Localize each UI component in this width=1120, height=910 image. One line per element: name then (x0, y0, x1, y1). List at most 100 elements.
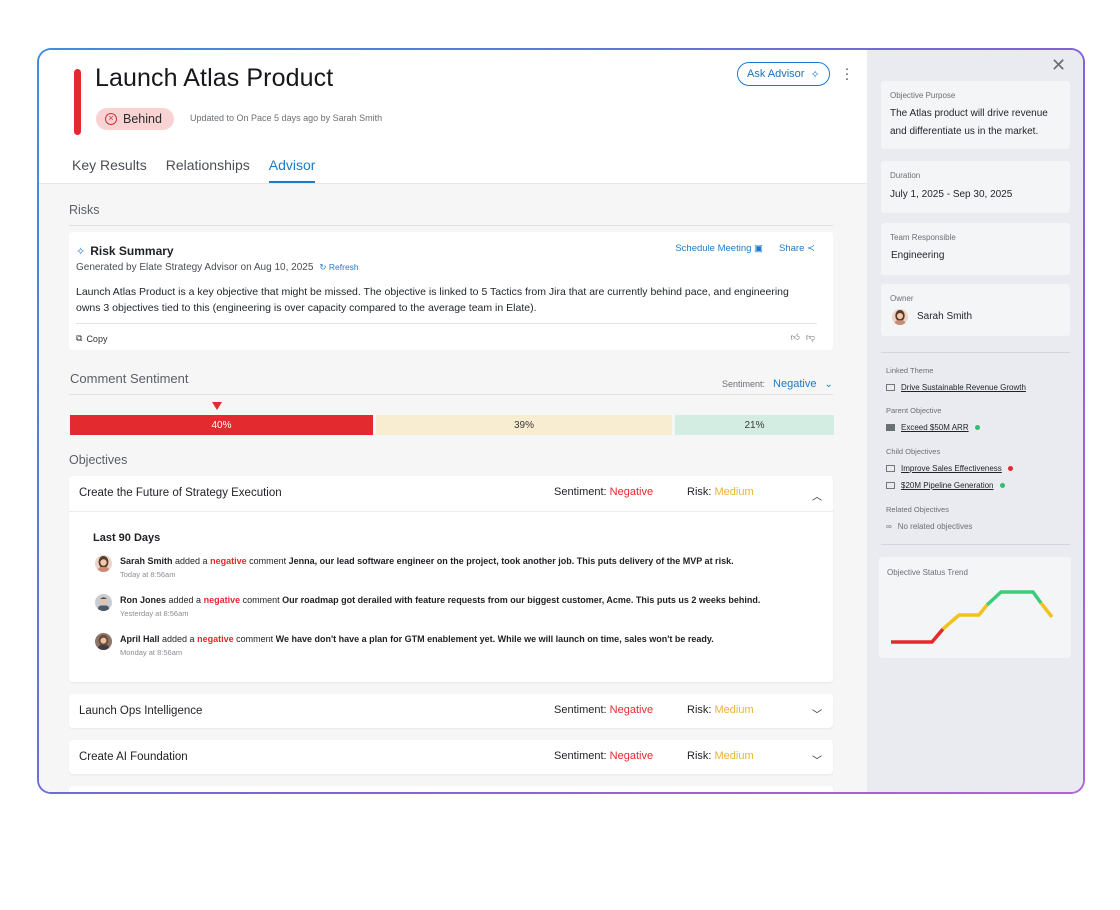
kebab-icon[interactable]: · · · (844, 60, 850, 87)
linked-theme-name: Drive Sustainable Revenue Growth (901, 383, 1026, 392)
close-icon[interactable]: ✕ (1051, 55, 1067, 75)
team-box: Team Responsible Engineering (881, 223, 1070, 275)
linked-theme-link[interactable]: Drive Sustainable Revenue Growth (886, 383, 1026, 392)
objective-name: Create the Future of Strategy Execution (79, 487, 282, 499)
comment-verb: added a (168, 595, 202, 605)
status-dot (1007, 466, 1013, 471)
parent-objective-link[interactable]: Exceed $50M ARR (886, 423, 980, 432)
purpose-label: Objective Purpose (890, 91, 956, 100)
sentiment-value: Negative (609, 704, 654, 716)
refresh-icon: ↻ (319, 262, 327, 272)
owner-box: Owner Sarah Smith (881, 284, 1070, 336)
objective-sentiment: Sentiment: Negative (554, 750, 653, 762)
risk-summary-card: ✧ Risk Summary Generated by Elate Strate… (69, 232, 833, 350)
divider (76, 323, 817, 324)
duration-value: July 1, 2025 - Sep 30, 2025 (890, 189, 1013, 200)
comment-sentiment: negative (210, 556, 247, 566)
tab-relationships[interactable]: Relationships (165, 157, 250, 173)
chevron-down-icon[interactable]: ﹀ (812, 756, 822, 767)
objective-sentiment: Sentiment: Negative (554, 486, 653, 498)
risk-value: Medium (714, 486, 754, 498)
period-label: Last 90 Days (93, 532, 161, 544)
parent-objective-name: Exceed $50M ARR (901, 423, 969, 432)
share-button[interactable]: Share ≺ (779, 243, 815, 254)
generated-by: Generated by Elate Strategy Advisor on A… (76, 262, 359, 273)
objective-details-sidebar: ✕ Objective Purpose The Atlas product wi… (867, 50, 1083, 792)
status-dot (974, 425, 980, 430)
comment-sentiment-label: Comment Sentiment (70, 371, 189, 386)
schedule-meeting-label: Schedule Meeting (675, 243, 752, 254)
objective-card: Create the Future of Strategy Execution … (69, 476, 833, 682)
copy-label: Copy (86, 333, 108, 344)
comment-text: Sarah Smith added a negative comment Jen… (120, 556, 734, 566)
avatar (95, 555, 112, 572)
sentiment-marker (212, 402, 222, 410)
purpose-text: The Atlas product will drive revenue and… (890, 108, 1048, 137)
child-objective-link[interactable]: $20M Pipeline Generation (886, 481, 1005, 490)
status-accent-bar (74, 69, 81, 135)
sentiment-dropdown[interactable]: Sentiment: Negative ⌄ (722, 378, 833, 390)
child-objective-name: Improve Sales Effectiveness (901, 464, 1002, 473)
risk-summary-title-row: ✧ Risk Summary (76, 244, 174, 258)
chevron-down-icon[interactable]: ﹀ (812, 710, 822, 721)
comment-body: Jenna, our lead software engineer on the… (288, 556, 734, 566)
sentiment-bar-segment: 40% (70, 415, 373, 435)
chevron-up-icon[interactable]: ︿ (812, 492, 822, 503)
objective-card-header[interactable]: Create AI Foundation Sentiment: Negative… (69, 740, 833, 774)
sparkle-icon: ✧ (76, 245, 86, 258)
theme-icon (886, 384, 895, 391)
comment-body: Our roadmap got derailed with feature re… (282, 595, 761, 605)
thumbs-up-icon[interactable]: 👍︎ (790, 332, 800, 342)
behind-x-icon: × (105, 113, 117, 125)
updated-text: Updated to On Pace 5 days ago by Sarah S… (190, 113, 383, 123)
status-trend-label: Objective Status Trend (887, 568, 968, 577)
refresh-button[interactable]: ↻ Refresh (319, 262, 358, 273)
divider (69, 394, 833, 395)
objective-name: Launch Ops Intelligence (79, 705, 203, 717)
avatar (892, 309, 908, 325)
comment-text: Ron Jones added a negative comment Our r… (120, 595, 760, 605)
tab-bar: Key Results Relationships Advisor (72, 157, 316, 183)
thumbs-down-icon[interactable]: 👎︎ (805, 332, 815, 342)
copy-button[interactable]: ⧉ Copy (76, 333, 107, 344)
sentiment-label: Sentiment: (554, 704, 607, 716)
schedule-meeting-button[interactable]: Schedule Meeting ▣ (675, 243, 763, 254)
comment-sentiment: negative (197, 634, 234, 644)
related-objectives: ∞ No related objectives (886, 522, 972, 531)
app-window-frame: Launch Atlas Product × Behind Updated to… (37, 48, 1085, 794)
calendar-icon: ▣ (754, 243, 764, 254)
risk-label: Risk: (687, 750, 712, 762)
comment-sentiment: negative (203, 595, 241, 605)
generated-by-text: Generated by Elate Strategy Advisor on A… (76, 262, 314, 273)
related-objectives-text: No related objectives (897, 522, 973, 531)
objective-icon (886, 424, 895, 431)
comment-body: We have don't have a plan for GTM enable… (275, 634, 714, 644)
objective-icon (886, 482, 895, 489)
objective-risk: Risk: Medium (687, 486, 754, 498)
duration-box: Duration July 1, 2025 - Sep 30, 2025 (881, 161, 1070, 213)
objective-card-header[interactable]: Launch Ops Intelligence Sentiment: Negat… (69, 694, 833, 728)
tab-advisor[interactable]: Advisor (268, 157, 316, 183)
ask-advisor-button[interactable]: Ask Advisor ✧ (737, 62, 830, 86)
objective-risk: Risk: Medium (687, 750, 754, 762)
status-trend-chart (891, 590, 1054, 644)
team-label: Team Responsible (890, 233, 956, 242)
divider (881, 544, 1070, 545)
sentiment-bar-segment: 21% (675, 415, 834, 435)
objective-card-header[interactable]: Create the Future of Strategy Execution … (69, 476, 833, 510)
comment-noun: comment (242, 595, 280, 605)
objective-card[interactable]: Launch Ops Intelligence Sentiment: Negat… (69, 694, 833, 728)
objective-card[interactable]: Create AI Foundation Sentiment: Negative… (69, 740, 833, 774)
comment-author: April Hall (120, 634, 160, 644)
comment-noun: comment (249, 556, 287, 566)
divider (881, 352, 1070, 353)
child-objective-link[interactable]: Improve Sales Effectiveness (886, 464, 1013, 473)
risk-label: Risk: (687, 704, 712, 716)
objective-icon (886, 465, 895, 472)
comment-time: Yesterday at 8:56am (120, 609, 189, 618)
tab-key-results[interactable]: Key Results (72, 157, 147, 173)
status-badge[interactable]: × Behind (96, 108, 174, 130)
avatar (95, 633, 112, 650)
comment-text: April Hall added a negative comment We h… (120, 634, 714, 644)
risk-value: Medium (714, 750, 754, 762)
